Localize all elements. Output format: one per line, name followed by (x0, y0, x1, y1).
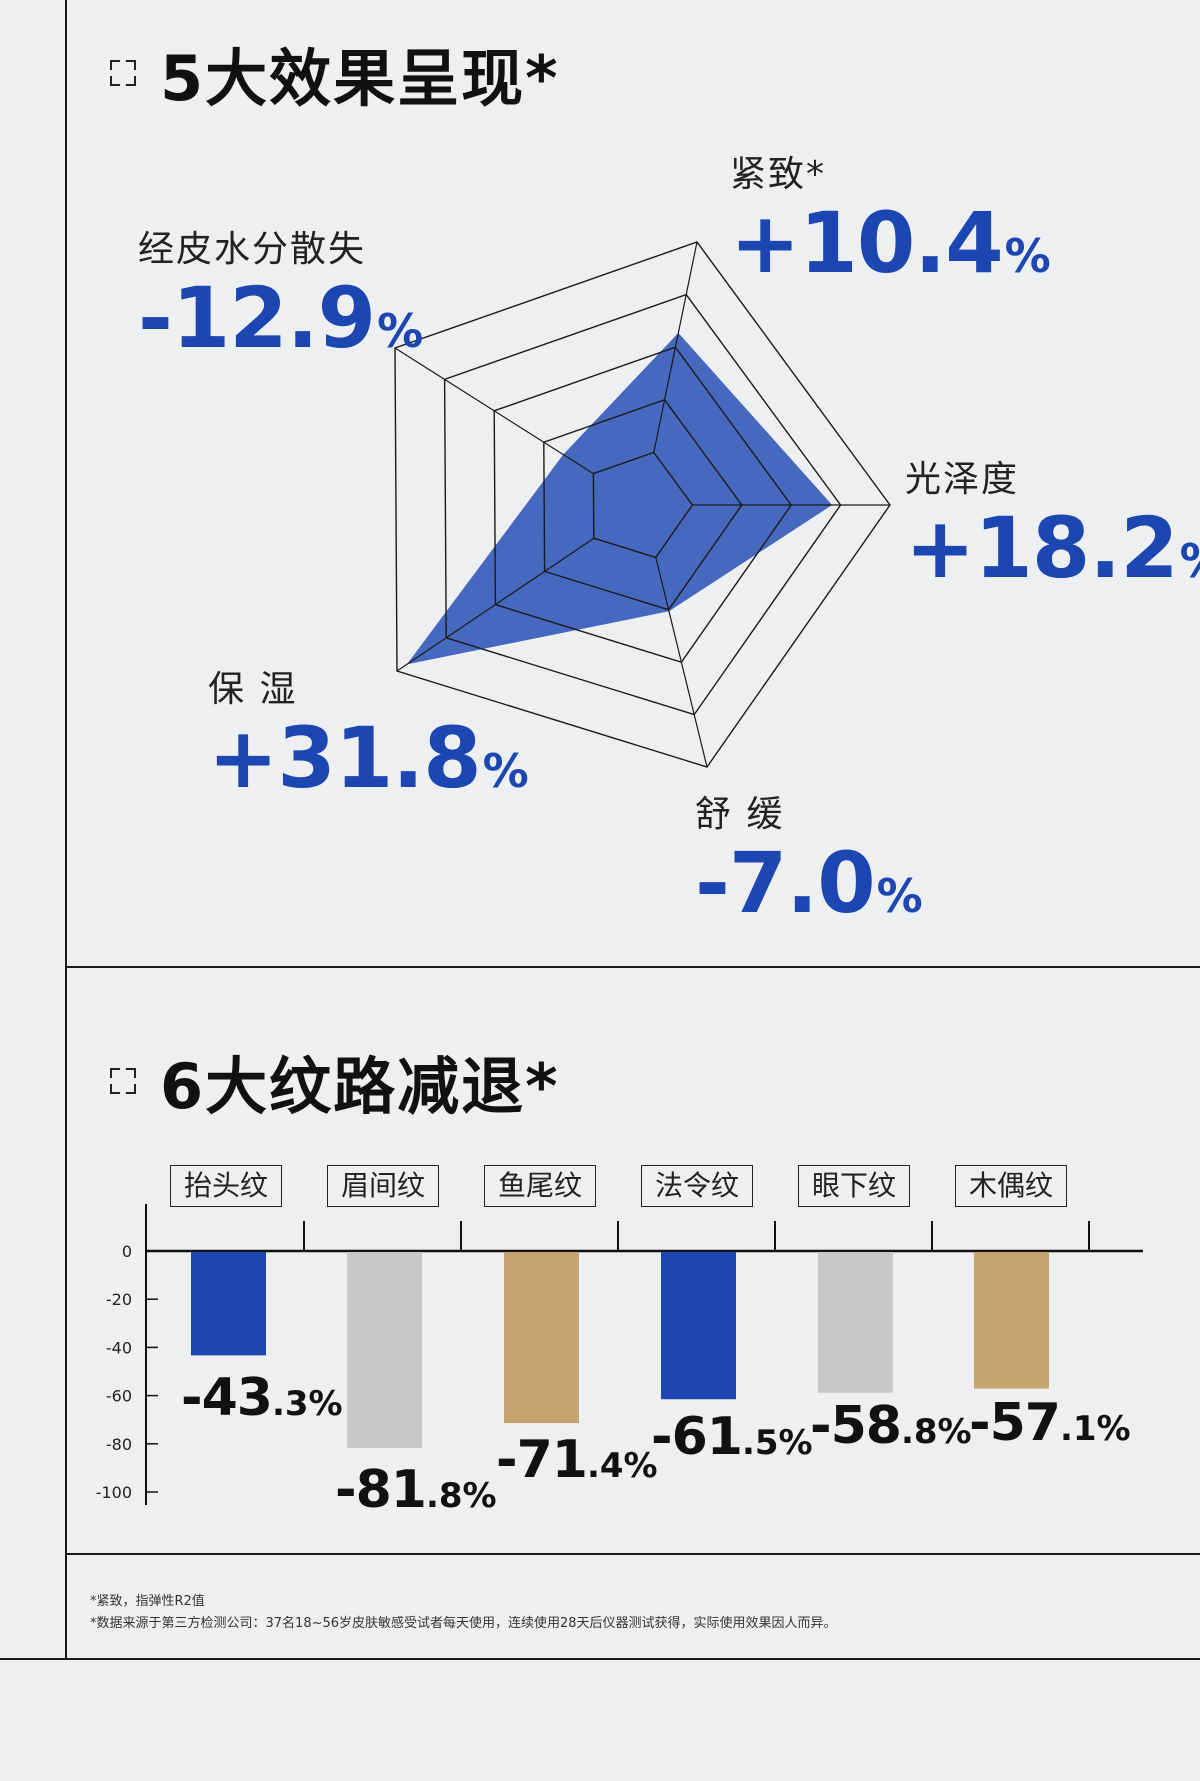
radar-grid-ring-3 (493, 346, 793, 664)
bar-value-label: -43.3% (181, 1368, 343, 1428)
bar-category-label: 法令纹 (641, 1165, 753, 1207)
radar-spoke-5 (394, 347, 594, 475)
radar-label-tewl: 经皮水分散失 -12.9% (138, 220, 423, 360)
radar-grid-ring-1 (592, 451, 694, 559)
radar-axis-name: 舒 缓 (695, 794, 785, 835)
radar-axis-name: 保 湿 (208, 669, 298, 710)
radar-axis-value: +18.2% (905, 499, 1200, 597)
focus-bracket-icon (110, 60, 136, 86)
bar-category-label: 木偶纹 (955, 1165, 1067, 1207)
radar-axis-value: -7.0% (695, 834, 923, 932)
y-tick-label: -100 (96, 1483, 132, 1502)
radar-grid-ring-5 (394, 241, 891, 768)
bar-category-label: 鱼尾纹 (484, 1165, 596, 1207)
bar-1 (191, 1252, 266, 1356)
radar-spoke-3 (655, 557, 708, 768)
section-divider-bottom (65, 1553, 1200, 1555)
radar-section-title: 5大效果呈现* (110, 28, 560, 118)
bar-category-label: 眼下纹 (798, 1165, 910, 1207)
bar-2 (347, 1252, 422, 1449)
bar-category-label: 眉间纹 (327, 1165, 439, 1207)
radar-axis-name: 光泽度 (905, 459, 1020, 500)
bar-value-label: -71.4% (496, 1430, 658, 1490)
radar-axis-name: 经皮水分散失 (138, 229, 367, 270)
page-bottom-line (0, 1658, 1200, 1660)
bar-value-label: -58.8% (810, 1396, 972, 1456)
bar-value-label: -57.1% (969, 1393, 1131, 1453)
y-tick-label: 0 (122, 1242, 132, 1261)
radar-axis-name: 紧致* (730, 154, 827, 195)
bar-value-label: -61.5% (651, 1407, 813, 1467)
section-divider-top (65, 966, 1200, 968)
radar-spoke-4 (396, 537, 595, 672)
y-tick-label: -40 (106, 1338, 132, 1357)
radar-label-gloss: 光泽度 +18.2% (905, 450, 1200, 590)
bar-title: 6大纹路减退* (160, 1050, 560, 1123)
radar-chart (394, 241, 891, 768)
footnote-2: *数据来源于第三方检测公司：37名18~56岁皮肤敏感受试者每天使用，连续使用2… (90, 1616, 837, 1631)
radar-label-moisturizing: 保 湿 +31.8% (208, 660, 529, 800)
radar-grid-ring-4 (443, 293, 842, 716)
y-tick-label: -60 (106, 1387, 132, 1406)
radar-grid-ring-2 (543, 398, 743, 611)
bar-5 (818, 1252, 893, 1393)
y-tick-label: -80 (106, 1435, 132, 1454)
radar-axis-value: +10.4% (730, 194, 1051, 292)
radar-title: 5大效果呈现* (160, 42, 560, 115)
bar-4 (661, 1252, 736, 1400)
bar-category-label: 抬头纹 (170, 1165, 282, 1207)
bar-value-label: -81.8% (335, 1460, 497, 1520)
bar-6 (974, 1252, 1049, 1389)
radar-axis-value: +31.8% (208, 709, 529, 807)
radar-spoke-1 (653, 241, 698, 453)
y-tick-label: -20 (106, 1290, 132, 1309)
focus-bracket-icon (110, 1068, 136, 1094)
radar-label-soothing: 舒 缓 -7.0% (695, 785, 923, 925)
bar-section-title: 6大纹路减退* (110, 1036, 560, 1126)
footnote-1: *紧致，指弹性R2值 (90, 1594, 205, 1609)
bar-3 (504, 1252, 579, 1424)
bar-chart: 0 -20 -40 -60 -80 -100 (96, 1204, 1143, 1505)
radar-axis-value: -12.9% (138, 269, 424, 367)
left-frame-line (65, 0, 67, 1660)
radar-label-firmness: 紧致* +10.4% (730, 145, 1051, 285)
